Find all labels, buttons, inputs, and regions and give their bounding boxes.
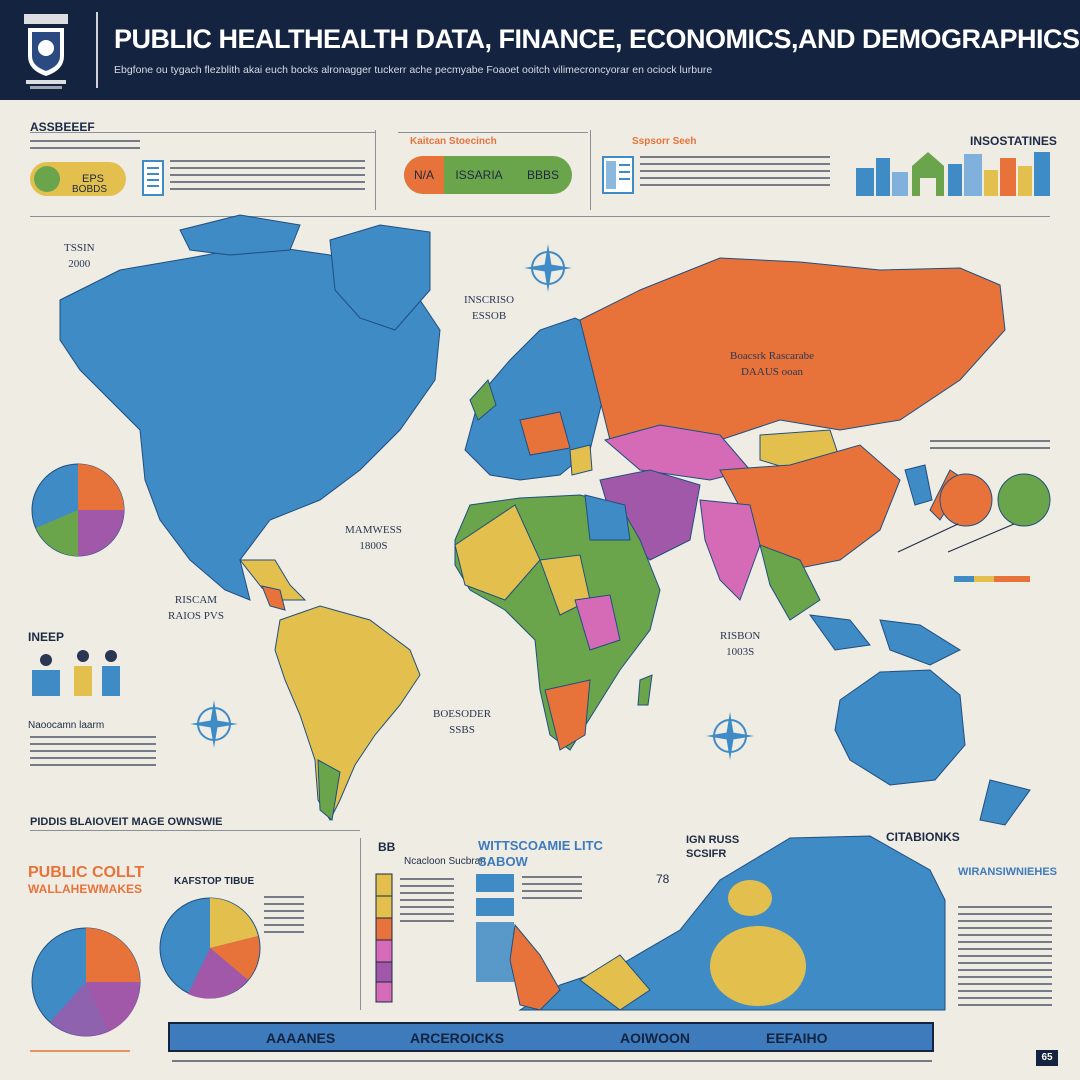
bottom-center-pie-chart [159,897,261,999]
pill-left-label-1: EPS [81,172,104,185]
top-left-divider [375,130,376,210]
top-left-rule [30,132,375,133]
top-center-heading: Kaitcan Stoecinch [410,136,497,147]
bottom-center-subtitle: SABOW [478,854,528,869]
bottom-right-title: CITABIONKS [886,830,960,844]
left-figures-heading: INEEP [28,630,65,644]
bottom-blue-blocks [476,874,514,982]
map-india [699,499,761,601]
map-label-russia: Boacsrk Rascarabe DAAUS ooan [730,350,814,378]
compass-south-icon [706,712,754,760]
top-center-pill: N/A ISSARIA BBBS [404,156,572,194]
bottom-left-heading: PIDDIS BLAIOVEIT MAGE OWNSWIE [30,816,223,828]
bottom-left-pie-chart [31,927,141,1037]
top-center-rule [398,132,588,133]
page-number-badge: 65 [1036,1050,1058,1066]
bottom-orange-subtitle: WALLAHEWMAKES [28,882,142,896]
bottom-center-list-lines [400,878,454,927]
bottom-center-column-label: Ncacloon Sucbran [404,856,486,867]
document-table-icon [602,156,634,194]
compass-west-icon [190,700,238,748]
bottom-footer-lines [172,1060,932,1067]
map-greenland [329,224,431,331]
bottom-center-badge: BB [378,840,396,854]
stacked-color-bar [375,873,393,1003]
bottom-center-title: WITTSCOAMIE LITC [478,838,603,853]
top-center-paragraph [640,156,830,191]
top-center-heading-2: Sspsorr Seeh [632,136,697,147]
bottom-map-subheading: SCSIFR [686,848,727,860]
left-pie-chart [31,463,125,557]
top-left-text-lines [30,140,140,154]
top-left-heading: ASSBEEEF [30,120,95,134]
pill-left-label-2: BOBDS [72,184,108,195]
bottom-orange-title: PUBLIC COLLT [28,864,145,881]
map-australia [834,669,966,786]
bottom-tab-4[interactable]: EEFAIHO [766,1030,828,1046]
map-north-america [59,244,441,601]
left-notes-lines [30,736,156,771]
bottom-left-rule [30,830,360,831]
bottom-left-caption-lines [30,1050,130,1057]
right-notes-lines [930,440,1050,454]
page-subtitle: Ebgfone ou tygach flezblith akai euch bo… [114,64,713,76]
bottom-right-paragraph [958,906,1052,1011]
crest-shield-icon [24,14,68,89]
pill-center-label-3: BBBS [526,168,559,182]
bottom-map-heading: IGN RUSS [686,834,740,846]
top-strip-rule [30,216,1050,217]
bottom-tab-2[interactable]: ARCEROICKS [410,1030,505,1046]
map-label-north-atlantic: INSCRISO ESSOB [464,294,515,322]
top-center-divider [590,130,591,210]
building-chart-icon [142,160,164,196]
page-title: PUBLIC HEALTHEALTH DATA, FINANCE, ECONOM… [114,24,1080,54]
pill-center-label-2: ISSARIA [455,168,503,182]
bottom-pie-heading: KAFSTOP TIBUE [174,876,255,887]
top-left-paragraph [170,160,365,195]
top-right-heading: INSOSTATINES [970,134,1057,148]
header-banner: PUBLIC HEALTHEALTH DATA, FINANCE, ECONOM… [0,0,1080,100]
right-circles [897,473,1051,553]
map-south-america [274,605,421,822]
bottom-pie-legend-lines [264,896,304,938]
top-left-pill: EPS [30,162,126,196]
map-label-north-america: TSSIN 2000 [64,242,95,270]
right-legend-bar [954,576,1030,582]
left-notes-heading: Naoocamn laarm [28,720,105,731]
map-label-indian-ocean: RISBON 1003S [720,630,761,658]
map-label-south-atlantic: BOESODER SSBS [433,708,492,736]
bottom-category-bar: AAAANES ARCEROICKS AOIWOON EEFAIHO [168,1022,934,1052]
map-label-south-america: RISCAM RAIOS PVS [168,594,224,622]
bottom-right-heading: WIRANSIWNIEHES [958,866,1057,878]
compass-north-icon [524,244,572,292]
bottom-tab-1[interactable]: AAAANES [266,1030,336,1046]
header-divider [96,12,98,88]
bottom-map-number: 78 [656,872,670,886]
bottom-tab-3[interactable]: AOIWOON [620,1030,690,1046]
city-skyline-icon [856,152,1050,196]
pill-center-label-1: N/A [404,156,444,194]
bottom-divider [360,838,361,1010]
people-icons [32,650,120,696]
map-label-central-america: MAMWESS 1800S [345,524,402,552]
bottom-center-desc-lines [522,876,582,904]
